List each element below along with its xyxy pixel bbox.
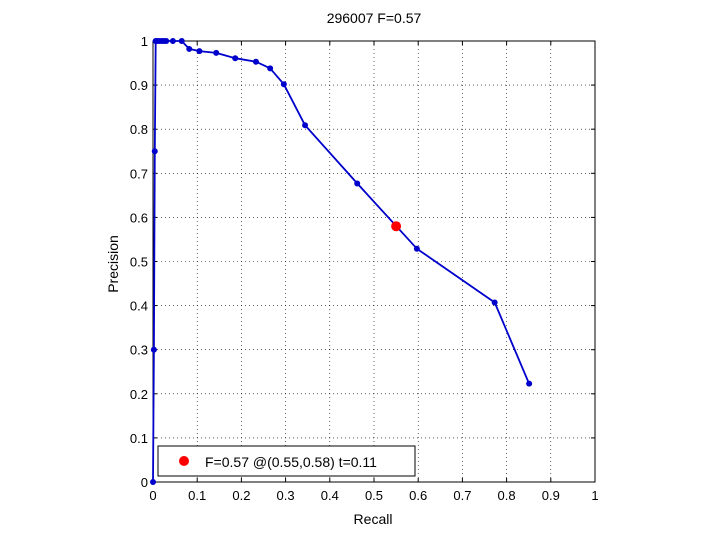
x-tick-label: 0.5	[365, 488, 383, 503]
pr-curve-point	[232, 55, 239, 62]
y-tick-label: 0.7	[130, 166, 148, 181]
y-tick-label: 0.9	[130, 78, 148, 93]
x-tick-label: 0.1	[188, 488, 206, 503]
pr-curve-point	[302, 122, 309, 129]
x-tick-label: 0.3	[277, 488, 295, 503]
x-tick-label: 1	[591, 488, 598, 503]
x-tick-label: 0.8	[498, 488, 516, 503]
y-tick-label: 0.8	[130, 122, 148, 137]
x-tick-label: 0.2	[232, 488, 250, 503]
pr-curve-point	[150, 479, 156, 485]
x-tick-label: 0.4	[321, 488, 339, 503]
pr-curve-point	[413, 245, 420, 252]
legend: F=0.57 @(0.55,0.58) t=0.11	[157, 445, 416, 477]
x-tick-labels: 0 0.1 0.2 0.3 0.4 0.5 0.6 0.7 0.8 0.9 1	[149, 488, 598, 503]
chart-title: 296007 F=0.57	[327, 10, 422, 26]
series-layer	[150, 38, 533, 485]
pr-curve-point	[151, 148, 158, 155]
legend-label: F=0.57 @(0.55,0.58) t=0.11	[205, 454, 377, 470]
pr-curve-point	[267, 65, 274, 72]
legend-box	[157, 445, 416, 477]
pr-curve-point	[354, 180, 361, 187]
y-tick-label: 0.3	[130, 343, 148, 358]
y-tick-labels: 0 0.1 0.2 0.3 0.4 0.5 0.6 0.7 0.8 0.9 1	[130, 34, 148, 490]
y-tick-label: 0.5	[130, 255, 148, 270]
x-axis-label: Recall	[354, 511, 393, 527]
y-tick-label: 0.6	[130, 210, 148, 225]
y-tick-label: 0.4	[130, 299, 148, 314]
y-tick-label: 1	[141, 34, 148, 49]
x-tick-label: 0.9	[542, 488, 560, 503]
pr-curve-point	[150, 346, 157, 353]
pr-curve-point	[252, 58, 259, 65]
pr-curve-point	[491, 299, 498, 306]
x-tick-label: 0.6	[409, 488, 427, 503]
y-tick-label: 0.1	[130, 431, 148, 446]
pr-curve-point	[280, 81, 287, 88]
best-f-point	[391, 221, 402, 232]
x-tick-label: 0	[149, 488, 156, 503]
y-tick-label: 0.2	[130, 387, 148, 402]
legend-marker	[179, 456, 189, 466]
x-tick-label: 0.7	[453, 488, 471, 503]
grid-lines	[153, 41, 595, 482]
pr-curve-point	[213, 49, 220, 56]
pr-curve-point	[163, 38, 170, 44]
y-axis-label: Precision	[105, 235, 121, 293]
y-tick-label: 0	[141, 475, 148, 490]
pr-curve-point	[196, 48, 203, 55]
pr-curve-point	[178, 38, 185, 44]
pr-curve-point	[526, 380, 533, 387]
pr-curve-point	[169, 38, 176, 44]
pr-curve-point	[186, 45, 193, 52]
